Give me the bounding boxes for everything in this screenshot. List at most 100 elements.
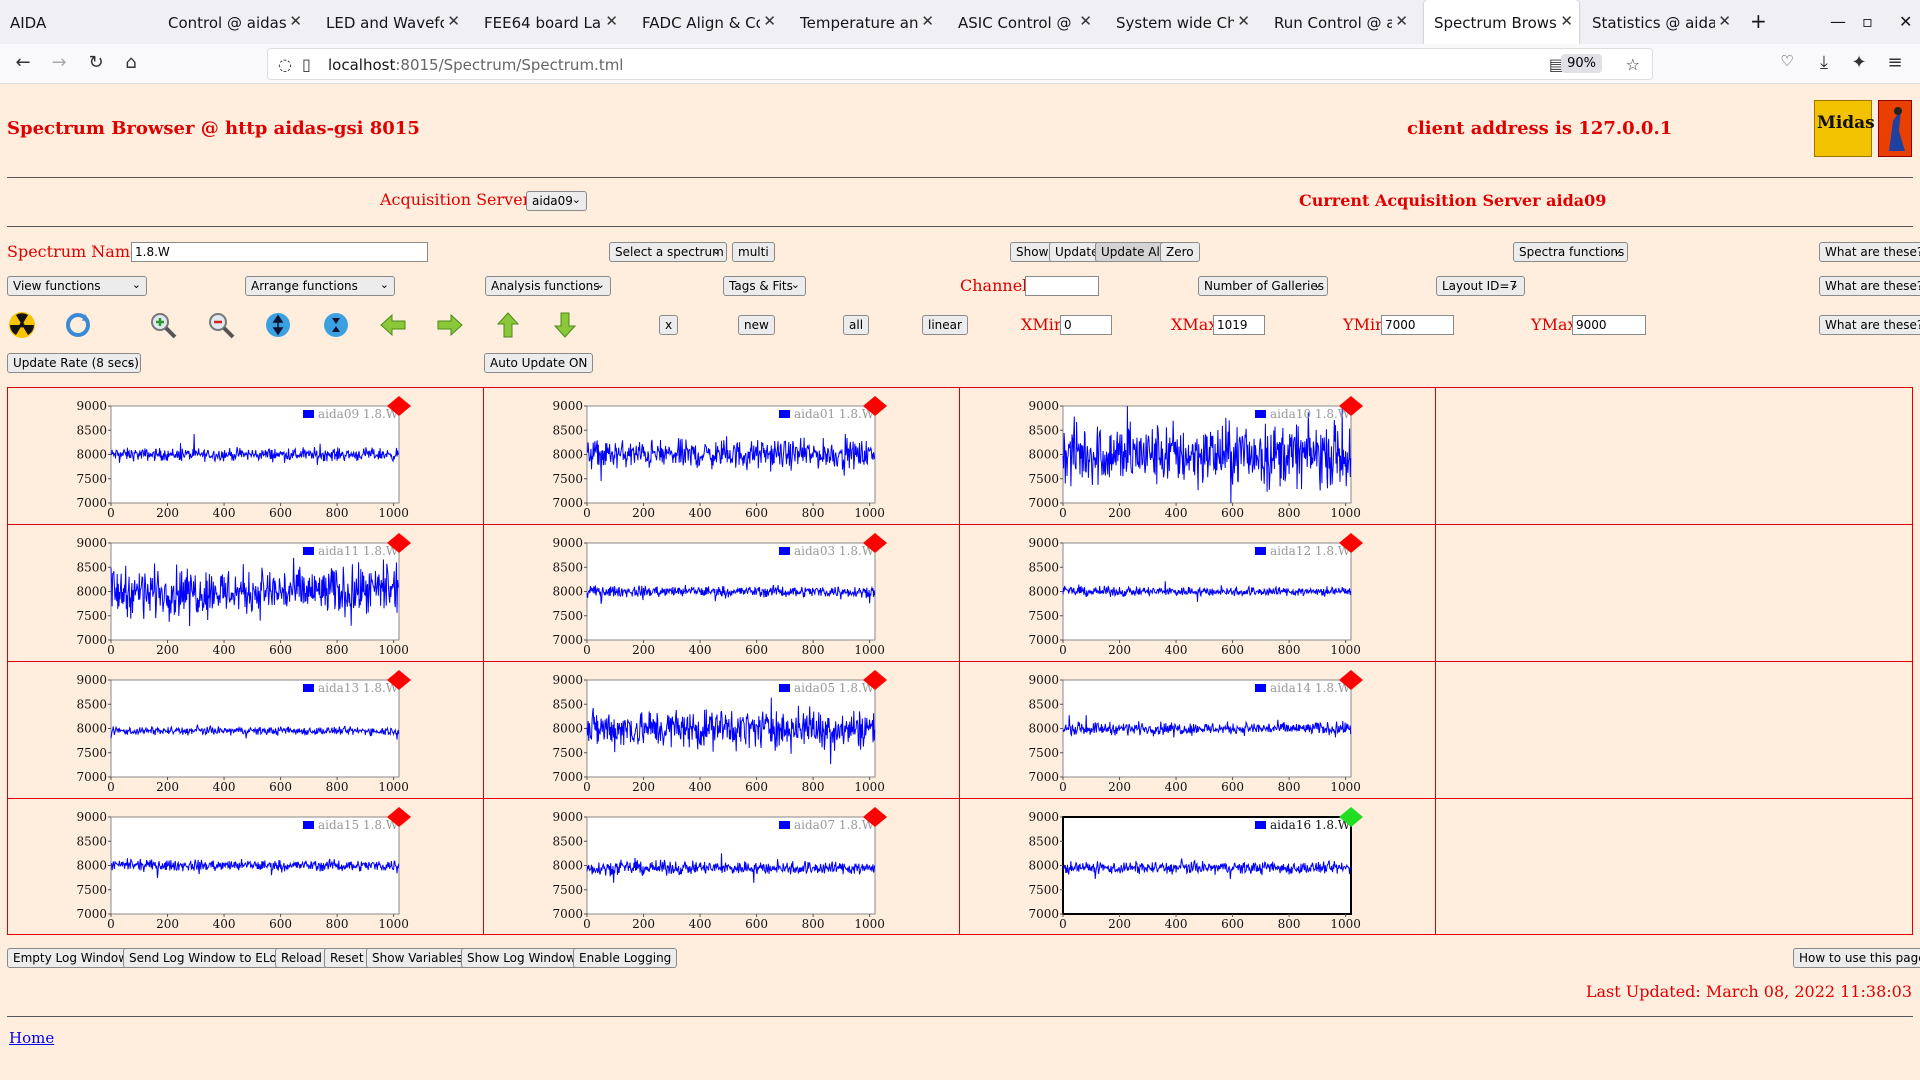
spectrum-cell[interactable]: 9000 8500 8000 7500 7000 0 200 400 600 800 1000 aid… <box>8 525 484 662</box>
spectrum-cell[interactable]: 9000 8500 8000 7500 7000 0 200 400 600 800 1000 aid… <box>960 388 1436 525</box>
empty-log-button[interactable]: Empty Log Window <box>7 948 135 968</box>
auto-update-button[interactable]: Auto Update ON <box>484 353 594 373</box>
update-all-button[interactable]: Update All <box>1095 242 1170 262</box>
spectrum-cell[interactable]: 9000 8500 8000 7500 7000 0 200 400 600 800 1000 aid… <box>960 525 1436 662</box>
close-tab-icon[interactable]: ✕ <box>447 12 460 30</box>
spectrum-cell[interactable]: 9000 8500 8000 7500 7000 0 200 400 600 800 1000 aid… <box>484 388 960 525</box>
browser-tab[interactable]: FADC Align & Control✕ <box>632 0 782 44</box>
browser-tab[interactable]: System wide Checks✕ <box>1106 0 1256 44</box>
url-bar[interactable]: ◌ ▯ localhost:8015/Spectrum/Spectrum.tml… <box>267 48 1653 80</box>
extension-icon[interactable]: ✦ <box>1851 52 1867 73</box>
status-diamond-icon[interactable] <box>387 533 411 553</box>
view-functions-dropdown[interactable]: View functions ⌄ <box>7 276 147 296</box>
browser-tab[interactable]: ASIC Control @ aidas✕ <box>948 0 1098 44</box>
browser-tab[interactable]: Run Control @ aidas✕ <box>1264 0 1414 44</box>
status-diamond-icon[interactable] <box>1339 807 1363 827</box>
close-tab-icon[interactable]: ✕ <box>1395 12 1408 30</box>
layout-dropdown[interactable]: Layout ID=7 ⌄ <box>1436 276 1525 296</box>
number-of-galleries-dropdown[interactable]: Number of Galleries ⌄ <box>1198 276 1328 296</box>
arrow-right-icon[interactable] <box>435 310 465 340</box>
spectra-functions-dropdown[interactable]: Spectra functions ⌄ <box>1513 242 1628 262</box>
multi-button[interactable]: multi <box>732 242 775 262</box>
update-button[interactable]: Update <box>1049 242 1105 262</box>
what-are-these-button-3[interactable]: What are these? <box>1819 315 1920 335</box>
channel-input[interactable] <box>1025 276 1099 296</box>
select-spectrum-dropdown[interactable]: Select a spectrum ⌄ <box>609 242 727 262</box>
browser-tab[interactable]: Control @ aidas-gsi✕ <box>158 0 308 44</box>
browser-tab[interactable]: Temperature and status✕ <box>790 0 940 44</box>
status-diamond-icon[interactable] <box>863 396 887 416</box>
xmin-input[interactable]: 0 <box>1060 315 1112 335</box>
status-diamond-icon[interactable] <box>863 670 887 690</box>
what-are-these-button-1[interactable]: What are these? <box>1819 242 1920 262</box>
spectrum-cell[interactable]: 9000 8500 8000 7500 7000 0 200 400 600 800 1000 aid… <box>8 662 484 799</box>
spectrum-cell[interactable]: 9000 8500 8000 7500 7000 0 200 400 600 800 1000 aid… <box>8 799 484 934</box>
window-close-icon[interactable]: ✕ <box>1899 12 1913 31</box>
enable-logging-button[interactable]: Enable Logging <box>573 948 678 968</box>
spectrum-cell[interactable]: 9000 8500 8000 7500 7000 0 200 400 600 800 1000 aid… <box>960 662 1436 799</box>
status-diamond-icon[interactable] <box>387 670 411 690</box>
new-tab-button[interactable]: + <box>1750 9 1767 33</box>
close-tab-icon[interactable]: ✕ <box>1718 12 1731 30</box>
ymax-input[interactable]: 9000 <box>1572 315 1646 335</box>
minimize-icon[interactable]: — <box>1830 12 1846 31</box>
shield-icon[interactable]: ◌ <box>278 55 292 74</box>
arrange-functions-dropdown[interactable]: Arrange functions ⌄ <box>245 276 395 296</box>
reload-icon[interactable]: ↻ <box>88 52 104 73</box>
reset-button[interactable]: Reset <box>324 948 370 968</box>
status-diamond-icon[interactable] <box>863 807 887 827</box>
how-to-use-button[interactable]: How to use this page <box>1793 948 1920 968</box>
server-select[interactable]: aida09 ⌄ <box>526 191 587 211</box>
close-tab-icon[interactable]: ✕ <box>289 12 302 30</box>
arrow-left-icon[interactable] <box>378 310 408 340</box>
zoom-out-icon[interactable] <box>206 310 236 340</box>
x-button[interactable]: x <box>659 315 679 335</box>
xmax-input[interactable]: 1019 <box>1213 315 1265 335</box>
maximize-icon[interactable]: ▫ <box>1862 12 1873 31</box>
back-icon[interactable]: ← <box>15 52 31 73</box>
spectrum-cell[interactable]: 9000 8500 8000 7500 7000 0 200 400 600 800 1000 aid… <box>960 799 1436 934</box>
close-tab-icon[interactable]: ✕ <box>763 12 776 30</box>
status-diamond-icon[interactable] <box>863 533 887 553</box>
url-text[interactable]: localhost:8015/Spectrum/Spectrum.tml <box>328 56 624 74</box>
status-diamond-icon[interactable] <box>387 396 411 416</box>
linear-button[interactable]: linear <box>922 315 968 335</box>
close-tab-icon[interactable]: ✕ <box>1079 12 1092 30</box>
home-link[interactable]: Home <box>9 1029 55 1047</box>
menu-icon[interactable]: ≡ <box>1887 52 1903 73</box>
zero-button[interactable]: Zero <box>1160 242 1200 262</box>
what-are-these-button-2[interactable]: What are these? <box>1819 276 1920 296</box>
spectrum-cell[interactable]: 9000 8500 8000 7500 7000 0 200 400 600 800 1000 aid… <box>484 662 960 799</box>
browser-tab[interactable]: AIDA <box>0 0 150 44</box>
show-variables-button[interactable]: Show Variables <box>366 948 470 968</box>
reload-button[interactable]: Reload <box>275 948 328 968</box>
refresh-icon[interactable] <box>63 310 93 340</box>
home-icon[interactable]: ⌂ <box>125 52 137 73</box>
browser-tab[interactable]: Statistics @ aidas-gsi✕ <box>1582 0 1737 44</box>
arrow-up-icon[interactable] <box>493 310 523 340</box>
analysis-functions-dropdown[interactable]: Analysis functions ⌄ <box>485 276 611 296</box>
close-tab-icon[interactable]: ✕ <box>1560 12 1573 30</box>
new-button[interactable]: new <box>738 315 775 335</box>
tags-fits-dropdown[interactable]: Tags & Fits ⌄ <box>723 276 806 296</box>
close-tab-icon[interactable]: ✕ <box>1237 12 1250 30</box>
status-diamond-icon[interactable] <box>1339 533 1363 553</box>
spectrum-cell[interactable]: 9000 8500 8000 7500 7000 0 200 400 600 800 1000 aid… <box>8 388 484 525</box>
close-tab-icon[interactable]: ✕ <box>605 12 618 30</box>
browser-tab[interactable]: Spectrum Browser✕ <box>1424 0 1579 44</box>
bookmark-star-icon[interactable]: ☆ <box>1625 55 1640 74</box>
reader-view-icon[interactable]: ▤ <box>1548 55 1564 74</box>
download-icon[interactable]: ⤓ <box>1820 52 1828 73</box>
zoom-in-icon[interactable] <box>148 310 178 340</box>
spectrum-cell[interactable]: 9000 8500 8000 7500 7000 0 200 400 600 800 1000 aid… <box>484 799 960 934</box>
send-log-button[interactable]: Send Log Window to ELog <box>123 948 291 968</box>
